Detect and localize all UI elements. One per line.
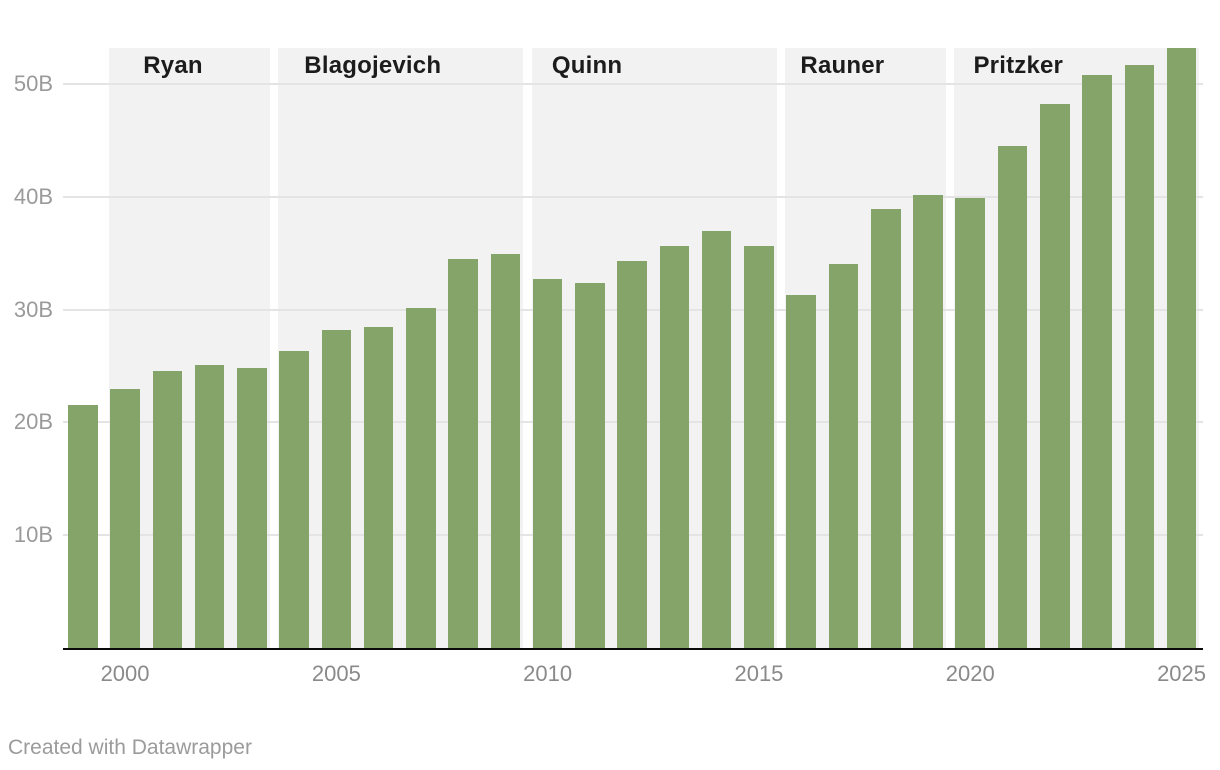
governor-band-label: Blagojevich	[304, 52, 442, 79]
bar-2011[interactable]	[575, 282, 605, 648]
gridline-50B	[63, 83, 1203, 85]
bar-2005[interactable]	[321, 329, 352, 648]
bar-2000[interactable]	[110, 388, 140, 648]
x-axis-tick-label: 2010	[523, 661, 573, 686]
bar-2023[interactable]	[1082, 74, 1112, 648]
y-axis-tick-label: 20B	[13, 409, 53, 435]
x-axis-tick-label: 2025	[1157, 661, 1207, 686]
bar-2002[interactable]	[194, 364, 225, 648]
x-axis-tick-label: 2015	[734, 661, 784, 686]
gridline-40B	[63, 195, 1203, 198]
bar-2012[interactable]	[617, 261, 647, 648]
bar-2019[interactable]	[913, 194, 943, 648]
bar-2015[interactable]	[744, 246, 774, 648]
y-axis-tick-label: 30B	[13, 296, 53, 322]
governor-band-pritzker: Pritzker	[954, 48, 1200, 648]
y-axis-tick-label: 40B	[13, 183, 53, 209]
x-axis-tick-label: 2020	[945, 661, 995, 686]
bar-2007[interactable]	[406, 308, 436, 648]
governor-band-label: Rauner	[800, 52, 885, 79]
bar-2024[interactable]	[1124, 64, 1155, 648]
bar-1999[interactable]	[68, 405, 98, 648]
bar-2003[interactable]	[237, 368, 267, 648]
x-axis-tick-label: 2000	[100, 661, 150, 686]
x-axis-tick-label: 2005	[311, 661, 361, 686]
governor-band-label: Pritzker	[973, 52, 1064, 79]
bar-2016[interactable]	[786, 294, 816, 648]
bar-2021[interactable]	[997, 146, 1028, 648]
datawrapper-attribution: Created with Datawrapper	[8, 736, 252, 759]
bar-2022[interactable]	[1039, 104, 1070, 648]
bar-2020[interactable]	[955, 197, 986, 648]
governor-band-blagojevich: Blagojevich	[278, 48, 524, 648]
bar-2018[interactable]	[870, 209, 901, 648]
y-axis-tick-label: 10B	[13, 522, 53, 548]
bar-2008[interactable]	[448, 258, 478, 648]
governor-band-label: Quinn	[551, 52, 623, 79]
bar-2014[interactable]	[701, 230, 732, 648]
bar-2017[interactable]	[828, 264, 859, 648]
bar-2010[interactable]	[532, 279, 563, 648]
bar-2006[interactable]	[363, 326, 394, 648]
governor-band-quinn: Quinn	[531, 48, 777, 648]
bar-2009[interactable]	[490, 254, 521, 648]
y-axis-tick-label: 50B	[13, 71, 53, 96]
bar-2004[interactable]	[279, 351, 309, 648]
governor-band-label: Ryan	[143, 52, 203, 79]
bar-2025[interactable]	[1166, 47, 1197, 648]
bar-2013[interactable]	[659, 246, 690, 648]
bar-2001[interactable]	[152, 370, 183, 648]
x-axis-line	[63, 648, 1203, 650]
